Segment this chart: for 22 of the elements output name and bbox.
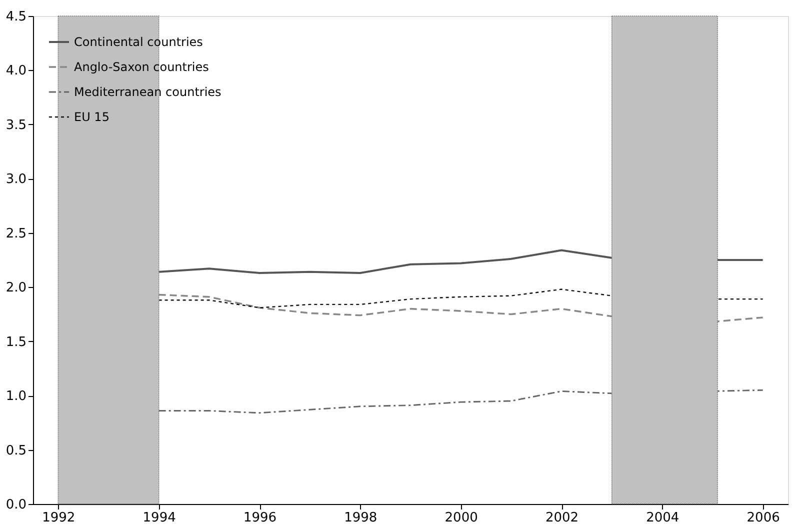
x-tick-label: 2006	[746, 510, 780, 526]
y-tick-label: 4.5	[6, 10, 26, 24]
x-tick-label: 1996	[243, 510, 277, 526]
y-tick-label: 3.5	[6, 118, 26, 133]
y-tick-label: 2.0	[6, 280, 26, 296]
x-tick-label: 2002	[545, 510, 579, 526]
legend-label: Mediterranean countries	[74, 85, 222, 99]
y-tick-label: 0.5	[6, 443, 26, 458]
legend-label: Anglo-Saxon countries	[74, 60, 209, 74]
x-tick-label: 2004	[646, 510, 680, 526]
x-tick-label: 1992	[42, 510, 76, 526]
x-tick-label: 1998	[344, 510, 378, 526]
x-tick-label: 1994	[142, 510, 176, 526]
y-tick-label: 4.0	[6, 64, 26, 79]
y-tick-label: 1.5	[6, 334, 26, 350]
x-tick-label: 2000	[444, 510, 478, 526]
y-tick-label: 0.0	[6, 498, 26, 512]
y-tick-label: 1.0	[6, 389, 26, 404]
legend-label: Continental countries	[74, 35, 203, 49]
y-tick-label: 3.0	[6, 172, 26, 188]
y-tick-label: 2.5	[6, 226, 26, 242]
legend-label: EU 15	[74, 110, 110, 124]
